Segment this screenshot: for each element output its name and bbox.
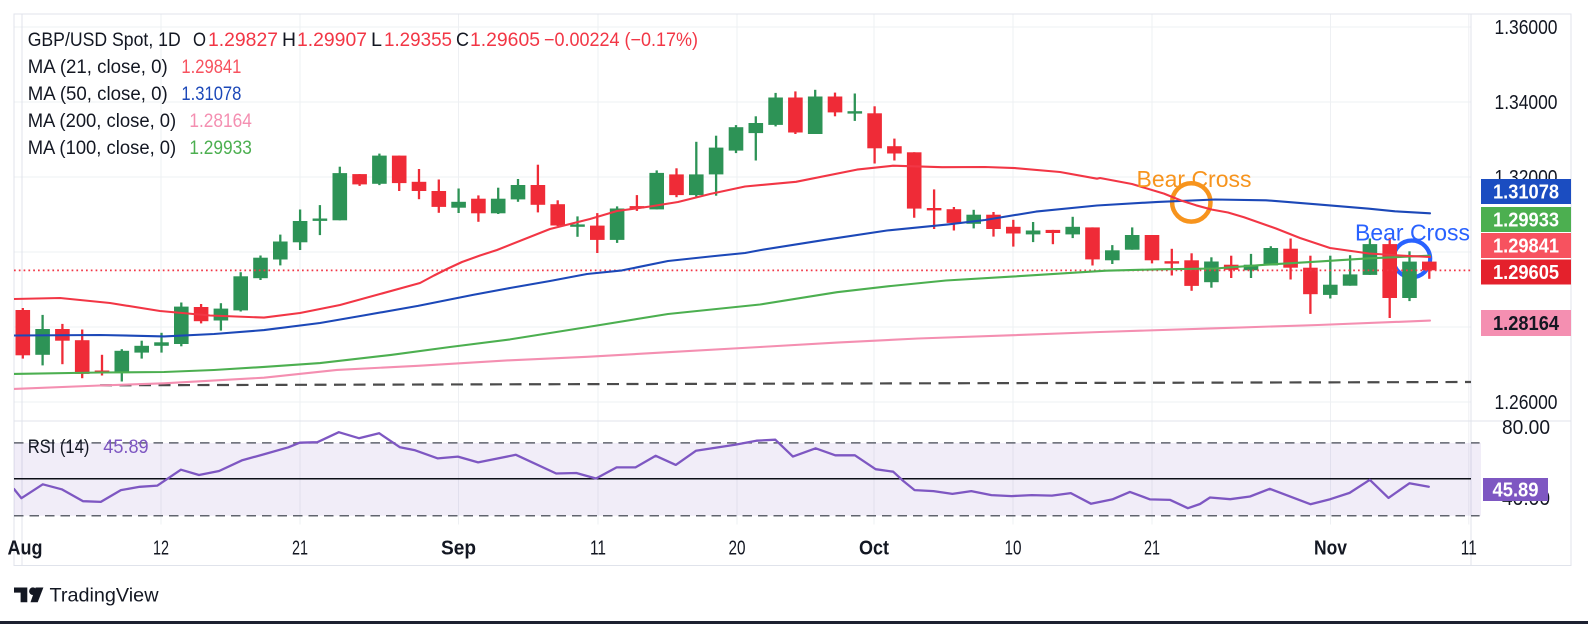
svg-text:RSI (14): RSI (14)	[28, 437, 90, 458]
svg-text:1.29841: 1.29841	[181, 57, 241, 78]
svg-text:H: H	[282, 30, 296, 51]
svg-text:Oct: Oct	[859, 538, 889, 560]
svg-text:GBP/USD Spot, 1D: GBP/USD Spot, 1D	[28, 30, 181, 51]
svg-text:O: O	[193, 30, 206, 51]
svg-text:MA (50, close, 0): MA (50, close, 0)	[28, 84, 168, 105]
svg-text:11: 11	[590, 538, 606, 560]
svg-text:1.28164: 1.28164	[189, 111, 252, 132]
svg-text:L: L	[371, 30, 382, 51]
svg-text:C: C	[456, 30, 469, 51]
svg-text:MA (200, close, 0): MA (200, close, 0)	[28, 111, 177, 132]
svg-text:1.29933: 1.29933	[1493, 210, 1559, 232]
svg-text:MA (21, close, 0): MA (21, close, 0)	[28, 57, 168, 78]
svg-text:21: 21	[292, 538, 308, 560]
svg-text:1.29933: 1.29933	[189, 138, 252, 159]
svg-text:21: 21	[1144, 538, 1160, 560]
svg-text:1.29827: 1.29827	[208, 30, 278, 51]
svg-text:Nov: Nov	[1314, 538, 1348, 560]
svg-text:45.89: 45.89	[1493, 480, 1539, 502]
svg-text:MA (100, close, 0): MA (100, close, 0)	[28, 138, 177, 159]
svg-text:1.31078: 1.31078	[1493, 182, 1559, 204]
svg-text:1.29605: 1.29605	[470, 30, 540, 51]
svg-text:1.36000: 1.36000	[1495, 17, 1558, 39]
svg-text:Sep: Sep	[441, 538, 476, 560]
svg-text:Bear Cross: Bear Cross	[1355, 220, 1470, 246]
svg-text:1.29605: 1.29605	[1493, 262, 1559, 284]
svg-text:Bear Cross: Bear Cross	[1137, 166, 1252, 192]
svg-text:1.31078: 1.31078	[181, 84, 241, 105]
svg-text:1.29841: 1.29841	[1493, 236, 1559, 258]
svg-text:1.29355: 1.29355	[384, 30, 452, 51]
svg-text:12: 12	[153, 538, 169, 560]
svg-text:1.28164: 1.28164	[1493, 313, 1560, 335]
svg-text:10: 10	[1005, 538, 1022, 560]
svg-text:1.29907: 1.29907	[297, 30, 367, 51]
svg-text:11: 11	[1461, 538, 1477, 560]
svg-text:1.26000: 1.26000	[1495, 392, 1558, 414]
svg-text:TradingView: TradingView	[50, 585, 160, 607]
svg-text:20: 20	[729, 538, 746, 560]
svg-text:80.00: 80.00	[1502, 417, 1550, 439]
svg-text:Aug: Aug	[8, 538, 43, 560]
svg-text:−0.00224 (−0.17%): −0.00224 (−0.17%)	[544, 30, 698, 51]
svg-text:1.34000: 1.34000	[1495, 92, 1558, 114]
svg-text:45.89: 45.89	[103, 437, 148, 458]
